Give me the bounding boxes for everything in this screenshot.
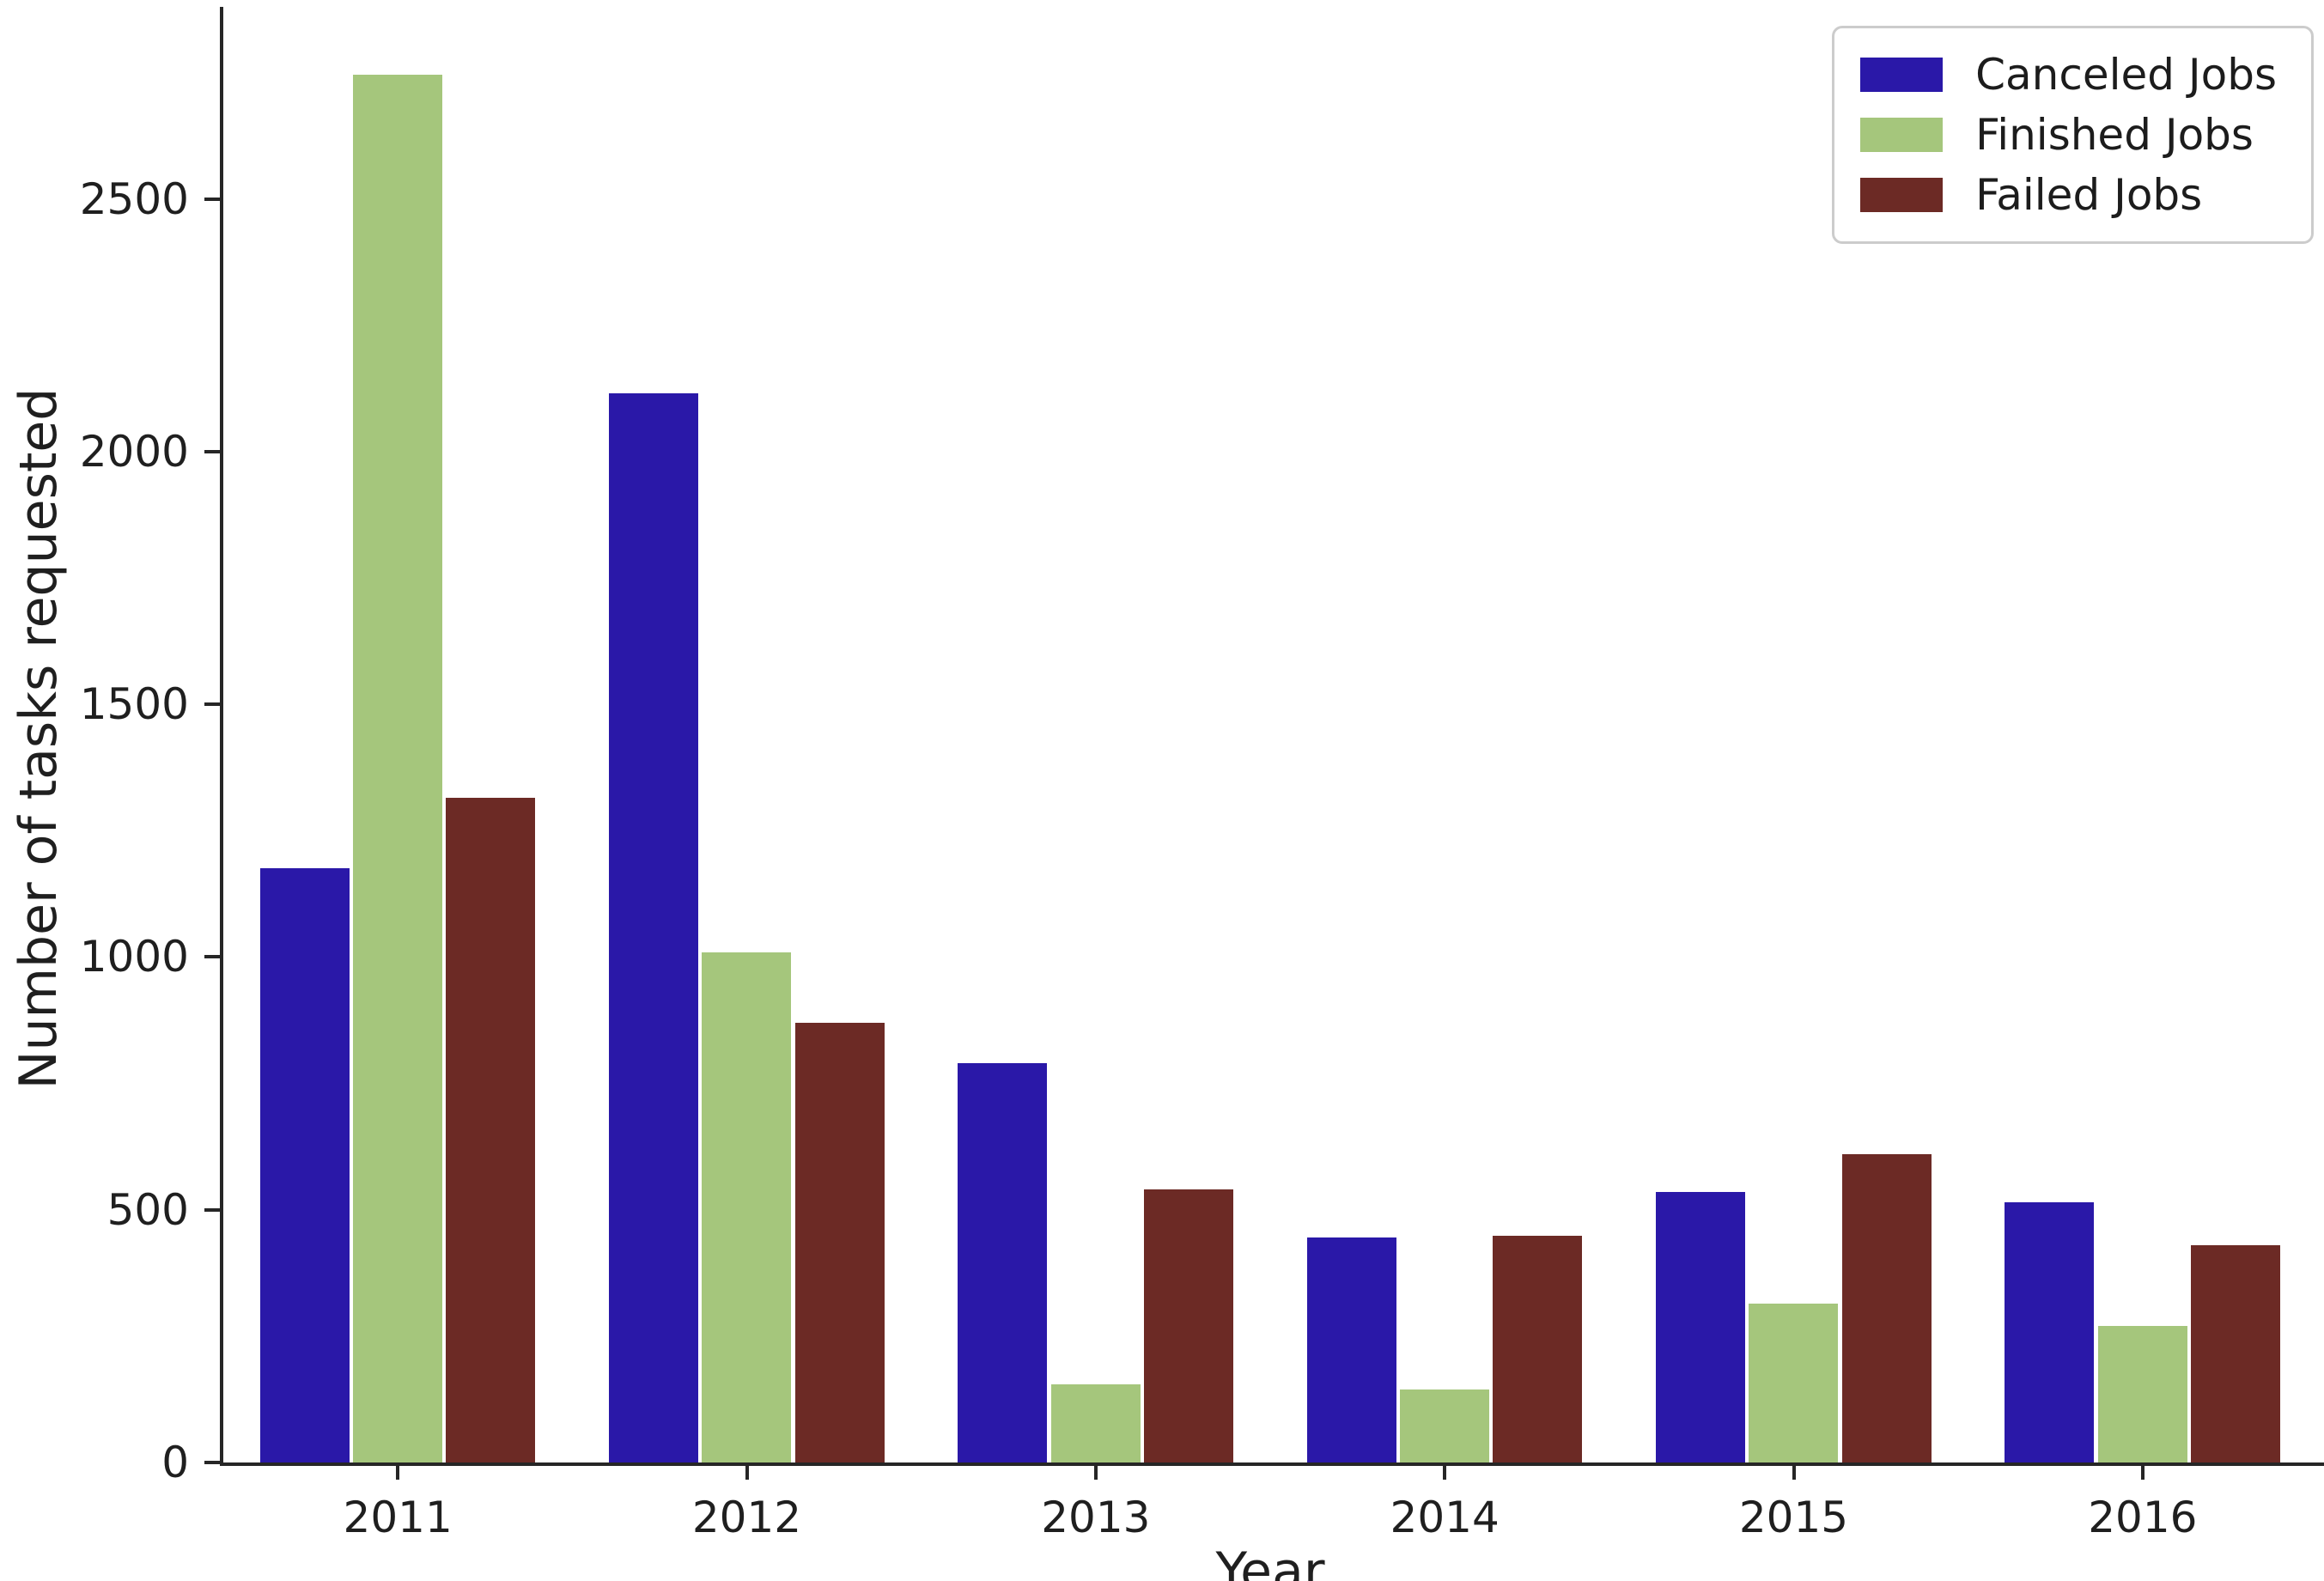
- y-tick-label: 1000: [79, 932, 189, 982]
- x-tick: [1792, 1466, 1796, 1480]
- y-tick: [204, 449, 220, 453]
- bar-finished-jobs-2013: [1051, 1384, 1141, 1462]
- legend-item: Canceled Jobs: [1860, 51, 2277, 99]
- legend-label: Canceled Jobs: [1975, 50, 2277, 100]
- y-tick-label: 2500: [79, 173, 189, 224]
- x-tick-label: 2015: [1738, 1493, 1849, 1542]
- legend-label: Failed Jobs: [1975, 170, 2203, 220]
- bar-failed-jobs-2011: [446, 798, 535, 1462]
- y-tick-label: 1500: [79, 679, 189, 730]
- bar-finished-jobs-2012: [702, 952, 791, 1462]
- legend-swatch-finished-jobs: [1860, 118, 1944, 152]
- y-tick-label: 500: [106, 1184, 189, 1235]
- bar-finished-jobs-2011: [353, 75, 442, 1462]
- bar-canceled-jobs-2014: [1307, 1237, 1396, 1462]
- legend-swatch-canceled-jobs: [1860, 58, 1944, 92]
- legend-item: Finished Jobs: [1860, 111, 2277, 159]
- y-tick: [204, 1461, 220, 1464]
- legend-swatch-failed-jobs: [1860, 178, 1944, 212]
- x-tick: [1443, 1466, 1447, 1480]
- bar-finished-jobs-2015: [1749, 1304, 1838, 1462]
- legend-label: Finished Jobs: [1975, 110, 2254, 160]
- y-tick-label: 0: [161, 1438, 189, 1487]
- x-tick-label: 2016: [2088, 1493, 2198, 1542]
- bar-finished-jobs-2014: [1400, 1389, 1489, 1462]
- bar-canceled-jobs-2013: [958, 1063, 1047, 1462]
- x-tick-label: 2013: [1041, 1493, 1151, 1542]
- bar-failed-jobs-2013: [1144, 1189, 1233, 1462]
- x-axis-spine: [220, 1462, 2324, 1466]
- legend: Canceled Jobs Finished Jobs Failed Jobs: [1832, 26, 2314, 244]
- y-axis-spine: [220, 7, 223, 1466]
- bar-canceled-jobs-2015: [1656, 1192, 1745, 1462]
- legend-item: Failed Jobs: [1860, 171, 2277, 219]
- bar-finished-jobs-2016: [2098, 1326, 2187, 1462]
- bar-canceled-jobs-2012: [609, 393, 698, 1462]
- x-tick: [745, 1466, 749, 1480]
- bar-canceled-jobs-2011: [260, 868, 350, 1462]
- y-tick: [204, 702, 220, 707]
- y-tick-label: 2000: [79, 426, 189, 477]
- x-tick-label: 2011: [343, 1493, 453, 1542]
- bar-failed-jobs-2016: [2191, 1245, 2280, 1462]
- x-tick: [2140, 1466, 2145, 1480]
- x-tick-label: 2014: [1390, 1493, 1500, 1542]
- x-tick-label: 2012: [691, 1493, 802, 1542]
- y-tick: [204, 1207, 220, 1212]
- x-tick: [396, 1466, 400, 1480]
- x-axis-label: Year: [1215, 1541, 1325, 1581]
- bar-failed-jobs-2012: [795, 1023, 885, 1462]
- bar-failed-jobs-2015: [1842, 1154, 1932, 1462]
- x-tick: [1093, 1466, 1098, 1480]
- bar-failed-jobs-2014: [1493, 1236, 1582, 1462]
- bar-canceled-jobs-2016: [2005, 1202, 2094, 1462]
- y-tick: [204, 955, 220, 959]
- y-tick: [204, 197, 220, 201]
